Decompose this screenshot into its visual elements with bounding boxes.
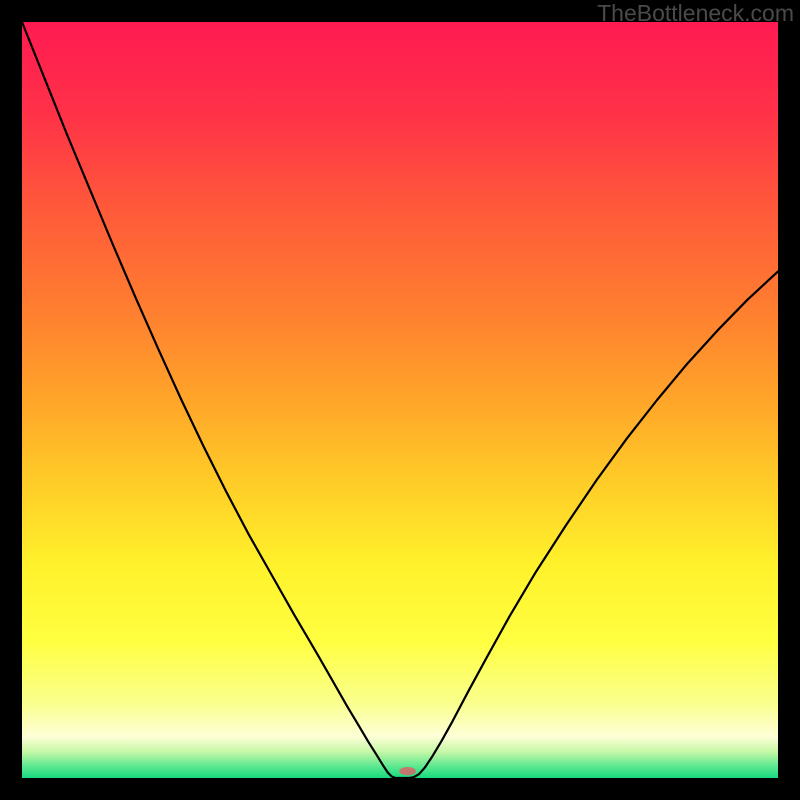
optimal-point-marker [399, 767, 416, 775]
chart-plot-area [22, 22, 778, 778]
bottleneck-chart: TheBottleneck.com [0, 0, 800, 800]
chart-svg [0, 0, 800, 800]
